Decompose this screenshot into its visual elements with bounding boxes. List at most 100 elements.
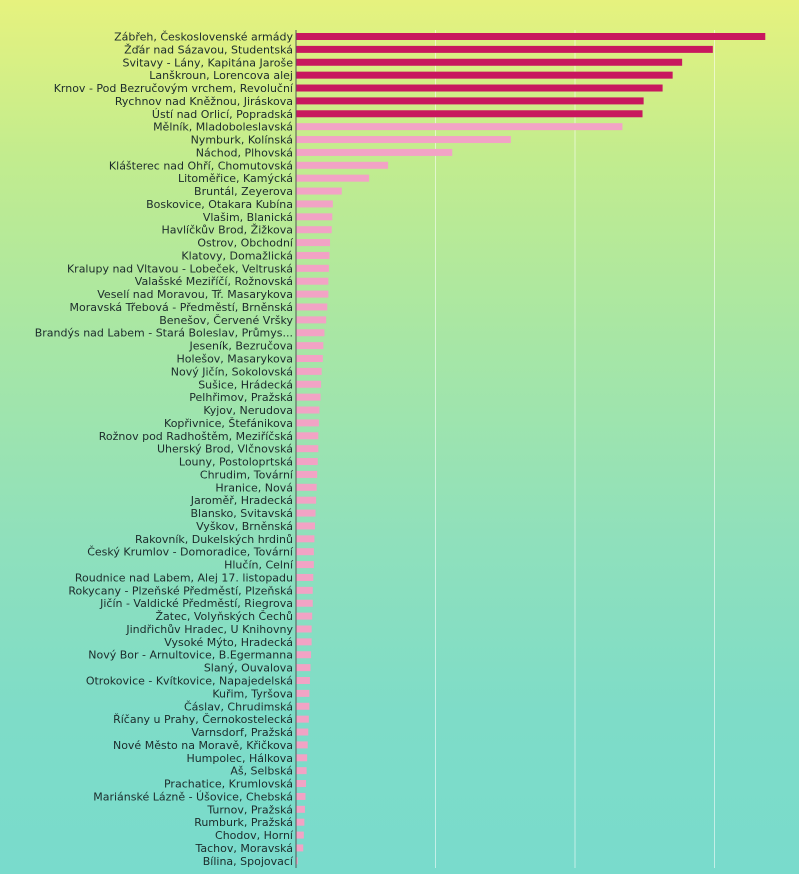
bar	[296, 226, 332, 234]
category-label: Český Krumlov - Domoradice, Tovární	[87, 546, 294, 559]
category-label: Rakovník, Dukelských hrdinů	[135, 533, 293, 546]
bar	[296, 200, 333, 208]
category-label: Chrudim, Tovární	[200, 468, 294, 481]
bar	[296, 329, 325, 337]
category-label: Nové Město na Moravě, Křičkova	[113, 739, 293, 752]
bar	[296, 535, 315, 543]
bar	[296, 831, 304, 839]
category-label: Veselí nad Moravou, Tř. Masarykova	[97, 288, 293, 301]
category-label: Blansko, Svitavská	[190, 507, 293, 520]
category-label: Ostrov, Obchodní	[197, 237, 294, 250]
category-label: Slaný, Ouvalova	[204, 662, 293, 675]
category-label: Roudnice nad Labem, Alej 17. listopadu	[75, 571, 293, 584]
bar	[296, 818, 305, 826]
category-label: Varnsdorf, Pražská	[191, 726, 293, 739]
category-label: Rychnov nad Kněžnou, Jiráskova	[115, 95, 293, 108]
bar	[296, 728, 309, 736]
category-label: Kopřivnice, Štefánikova	[164, 417, 293, 430]
bar	[296, 599, 313, 607]
category-label: Klatovy, Domažlická	[181, 249, 293, 262]
bar	[296, 702, 310, 710]
category-label: Boskovice, Otakara Kubína	[146, 198, 293, 211]
bar	[296, 664, 311, 672]
category-label: Jičín - Valdické Předměstí, Riegrova	[99, 597, 293, 610]
bar	[296, 161, 389, 169]
category-label: Uherský Brod, Vlčnovská	[157, 443, 293, 456]
category-label: Ústí nad Orlicí, Popradská	[152, 108, 293, 121]
bar	[296, 110, 643, 118]
category-label: Nymburk, Kolínská	[191, 134, 293, 147]
category-label: Vysoké Mýto, Hradecká	[164, 636, 293, 649]
category-label: Humpolec, Hálkova	[186, 752, 293, 765]
bar	[296, 561, 314, 569]
category-label: Vyškov, Brněnská	[196, 520, 293, 533]
bar	[296, 677, 310, 684]
category-label: Říčany u Prahy, Černokostelecká	[113, 713, 293, 726]
bar	[296, 483, 317, 491]
category-label: Louny, Postoloprtská	[179, 456, 293, 469]
category-label: Krnov - Pod Bezručovým vrchem, Revoluční	[54, 82, 294, 95]
category-label: Hranice, Nová	[215, 481, 293, 494]
bar	[296, 84, 663, 92]
bar	[296, 380, 322, 388]
category-label: Rožnov pod Radhoštěm, Meziříčská	[99, 430, 293, 443]
bar	[296, 754, 308, 762]
bar	[296, 625, 312, 633]
bar	[296, 548, 314, 556]
bar	[296, 586, 313, 594]
bar	[296, 239, 331, 247]
bar	[296, 792, 306, 800]
bar	[296, 844, 304, 852]
category-label: Sušice, Hrádecká	[198, 378, 293, 391]
bar	[296, 367, 322, 375]
bar	[296, 342, 324, 350]
category-label: Pelhřimov, Pražská	[189, 391, 293, 404]
category-label: Mariánské Lázně - Úšovice, Chebská	[93, 790, 293, 803]
category-label: Aš, Selbská	[230, 765, 293, 778]
category-label: Moravská Třebová - Předměstí, Brněnská	[70, 301, 294, 314]
category-label: Tachov, Moravská	[194, 842, 293, 855]
bar	[296, 432, 319, 440]
bar	[296, 33, 766, 40]
bar	[296, 470, 318, 478]
bar	[296, 509, 316, 517]
category-label: Jindřichův Hradec, U Knihovny	[125, 623, 293, 636]
category-label: Nový Bor - Arnultovice, B.Egermanna	[88, 649, 293, 662]
category-label: Valašské Meziříčí, Rožnovská	[135, 275, 293, 288]
category-label: Lanškroun, Lorencova alej	[149, 69, 293, 82]
category-label: Nový Jičín, Sokolovská	[171, 365, 293, 378]
bar	[296, 573, 314, 581]
bar	[296, 805, 305, 813]
bar	[296, 651, 312, 659]
category-label: Zábřeh, Československé armády	[114, 31, 293, 44]
category-label: Rokycany - Plzeňské Předměstí, Plzeňská	[68, 584, 293, 597]
bar	[296, 71, 673, 79]
category-label: Otrokovice - Kvítkovice, Napajedelská	[86, 675, 293, 688]
bar	[296, 303, 328, 311]
bar	[296, 857, 298, 865]
bar	[296, 522, 315, 530]
category-label: Mělník, Mladoboleslavská	[153, 121, 293, 134]
bar	[296, 264, 329, 272]
category-label: Kuřim, Tyršova	[212, 687, 293, 700]
bar	[296, 58, 683, 66]
bar	[296, 419, 319, 427]
category-label: Čáslav, Chrudimská	[184, 700, 293, 713]
bar	[296, 715, 309, 723]
bar	[296, 689, 310, 697]
bar	[296, 123, 623, 131]
bar	[296, 97, 644, 105]
bar	[296, 45, 713, 53]
category-label: Kyjov, Nerudova	[203, 404, 293, 417]
bar	[296, 780, 307, 788]
bar	[296, 355, 323, 362]
category-label: Jaroměř, Hradecká	[190, 494, 293, 507]
category-label: Svitavy - Lány, Kapitána Jaroše	[123, 56, 294, 69]
category-label: Turnov, Pražská	[206, 803, 293, 816]
bar	[296, 393, 321, 401]
category-label: Vlašim, Blanická	[203, 211, 293, 224]
category-label: Brandýs nad Labem - Stará Boleslav, Prům…	[35, 327, 293, 340]
bar	[296, 445, 319, 453]
